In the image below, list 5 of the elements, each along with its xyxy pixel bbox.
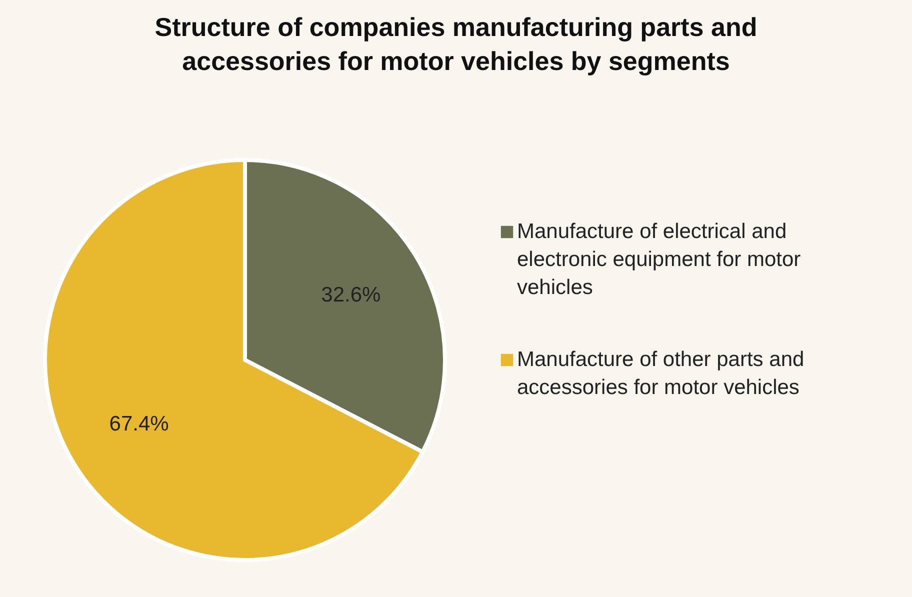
data-label: 32.6% xyxy=(321,284,381,307)
data-label: 67.4% xyxy=(109,412,169,436)
chart-title: Structure of companies manufacturing parts and accessories for motor vehicles by segments xyxy=(154,12,758,76)
legend-label: Manufacture of electrical and electronic equipment for motor vehicles xyxy=(517,220,801,299)
legend-label: Manufacture of other parts and accessories for motor vehicles xyxy=(517,348,804,399)
